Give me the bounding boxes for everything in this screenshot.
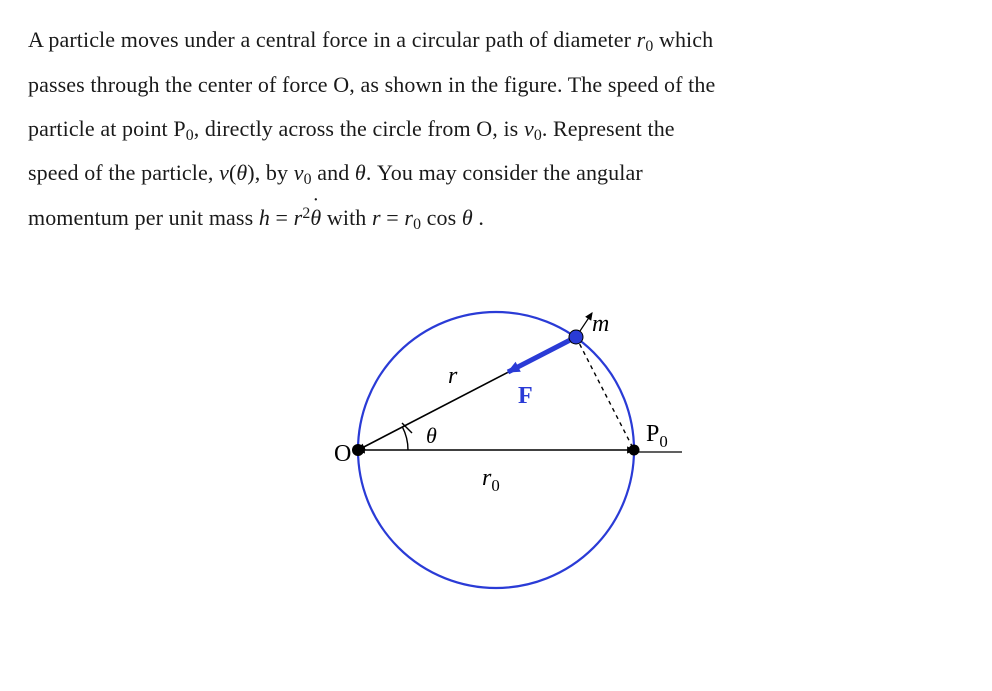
v0-v: v — [294, 160, 304, 185]
t: with — [321, 205, 372, 230]
v0-0: 0 — [304, 171, 312, 188]
t: A particle moves under a central force i… — [28, 27, 637, 52]
svg-text:r0: r0 — [482, 465, 500, 495]
eq: = — [381, 205, 405, 230]
p0-0: 0 — [186, 127, 194, 144]
r0-r: r — [404, 205, 413, 230]
cos: cos — [421, 205, 462, 230]
svg-text:m: m — [592, 311, 609, 337]
eq: = — [270, 205, 294, 230]
svg-text:θ: θ — [426, 423, 437, 448]
theta: θ — [355, 160, 366, 185]
v0-v: v — [524, 116, 534, 141]
h: h — [259, 205, 270, 230]
t: . — [473, 205, 484, 230]
t: . You may consider the angular — [366, 160, 643, 185]
r0-0: 0 — [413, 216, 421, 233]
v0-0: 0 — [534, 127, 542, 144]
problem-statement: A particle moves under a central force i… — [28, 18, 964, 241]
sup2: 2 — [302, 205, 310, 222]
t: , by — [255, 160, 294, 185]
t: speed of the particle, — [28, 160, 219, 185]
theta: θ — [462, 205, 473, 230]
theta-dot: θ — [310, 196, 321, 240]
svg-text:F: F — [518, 383, 533, 409]
paren: ) — [247, 160, 254, 185]
theta: θ — [236, 160, 247, 185]
t: passes through the center of force O, as… — [28, 72, 715, 97]
svg-text:O: O — [334, 441, 351, 467]
svg-text:r: r — [448, 363, 458, 389]
t: . Represent the — [542, 116, 675, 141]
figure-container: O P0 m r r0 θ F — [28, 275, 964, 605]
t: particle at point P — [28, 116, 186, 141]
physics-diagram: O P0 m r r0 θ F — [266, 275, 726, 605]
r: r — [372, 205, 381, 230]
t: momentum per unit mass — [28, 205, 259, 230]
t: , directly across the circle from O, is — [194, 116, 524, 141]
svg-text:P0: P0 — [646, 421, 668, 451]
t: and — [312, 160, 355, 185]
t: which — [653, 27, 713, 52]
v: v — [219, 160, 229, 185]
